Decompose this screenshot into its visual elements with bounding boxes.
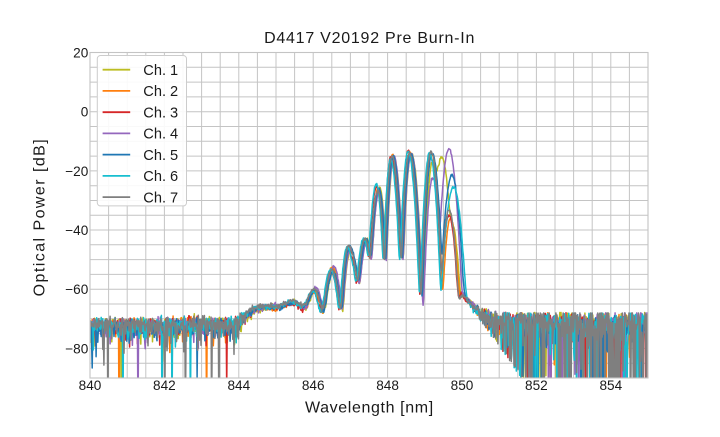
svg-text:Wavelength [nm]: Wavelength [nm] xyxy=(305,400,434,417)
svg-text:852: 852 xyxy=(525,378,548,393)
svg-text:Ch. 2: Ch. 2 xyxy=(143,84,178,100)
svg-text:Ch. 6: Ch. 6 xyxy=(143,169,178,185)
svg-text:844: 844 xyxy=(227,378,250,393)
svg-text:−40: −40 xyxy=(65,223,88,238)
svg-text:840: 840 xyxy=(79,378,102,393)
svg-text:Ch. 1: Ch. 1 xyxy=(143,63,178,79)
svg-text:D4417 V20192 Pre Burn-In: D4417 V20192 Pre Burn-In xyxy=(264,30,475,47)
svg-text:854: 854 xyxy=(599,378,622,393)
svg-text:846: 846 xyxy=(302,378,325,393)
svg-text:Optical Power [dB]: Optical Power [dB] xyxy=(31,138,48,297)
svg-text:−80: −80 xyxy=(65,341,88,356)
svg-text:848: 848 xyxy=(376,378,399,393)
svg-text:Ch. 4: Ch. 4 xyxy=(143,127,178,143)
svg-text:−20: −20 xyxy=(65,164,88,179)
svg-text:850: 850 xyxy=(451,378,474,393)
svg-text:20: 20 xyxy=(73,45,89,60)
svg-text:842: 842 xyxy=(153,378,176,393)
svg-text:Ch. 5: Ch. 5 xyxy=(143,148,178,164)
svg-text:−60: −60 xyxy=(65,282,88,297)
svg-text:Ch. 3: Ch. 3 xyxy=(143,106,178,122)
svg-text:Ch. 7: Ch. 7 xyxy=(143,190,178,206)
svg-text:0: 0 xyxy=(81,105,89,120)
